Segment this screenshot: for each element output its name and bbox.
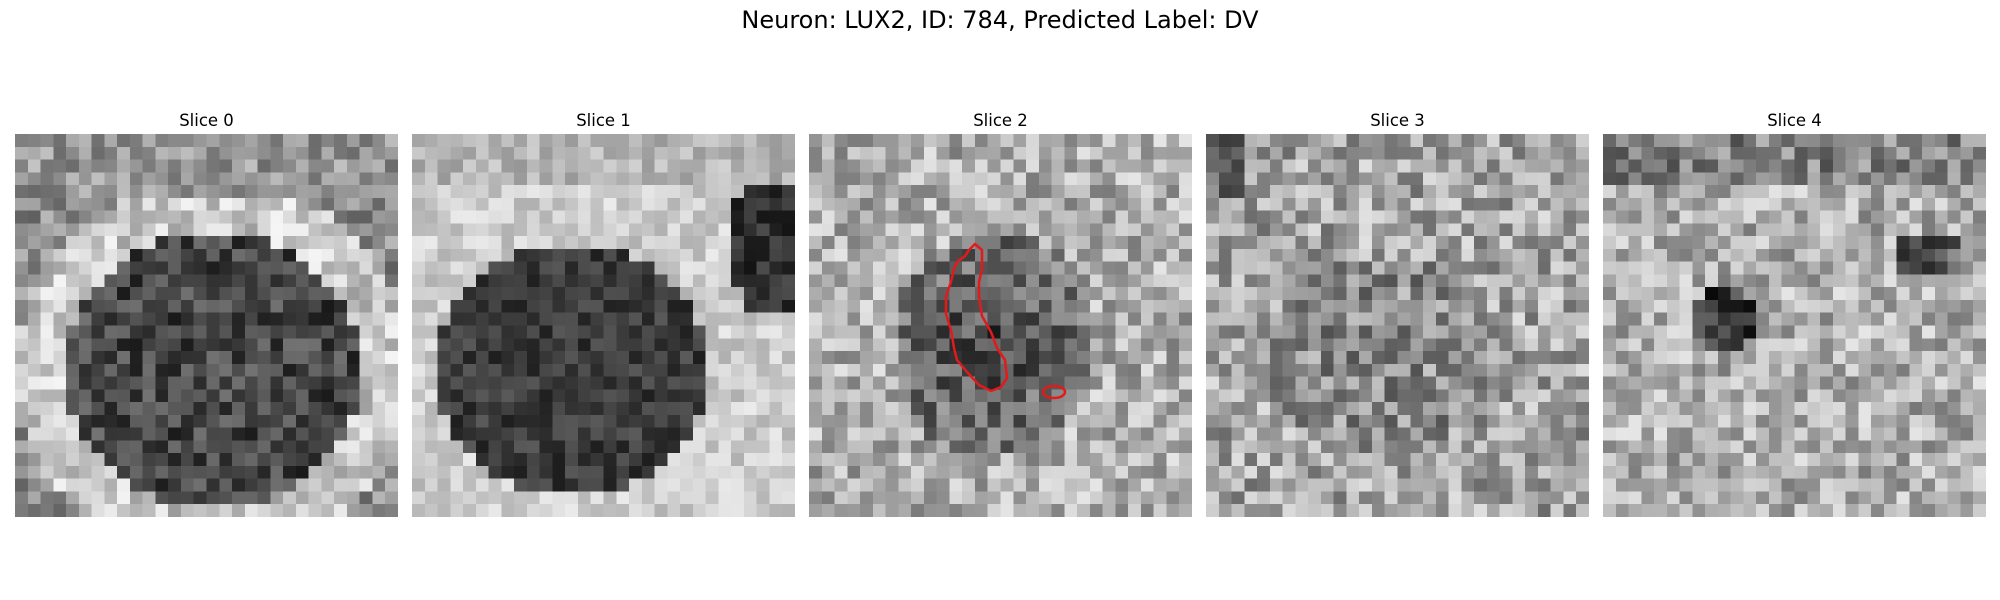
slice-panel-0: Slice 0: [15, 109, 398, 517]
segmentation-contour: [944, 242, 1009, 393]
slice-panel-2: Slice 2: [809, 109, 1192, 517]
slice-image: [1603, 134, 1986, 517]
slice-panel-3: Slice 3: [1206, 109, 1589, 517]
slice-title: Slice 1: [576, 111, 631, 130]
slice-image: [809, 134, 1192, 517]
slice-title: Slice 2: [973, 111, 1028, 130]
slice-title: Slice 0: [179, 111, 234, 130]
slice-image: [15, 134, 398, 517]
slice-panel-1: Slice 1: [412, 109, 795, 517]
slice-image: [412, 134, 795, 517]
segmentation-contour-overlay: [944, 242, 1067, 400]
slice-title: Slice 4: [1767, 111, 1822, 130]
slice-title: Slice 3: [1370, 111, 1425, 130]
slice-image: [1206, 134, 1589, 517]
segmentation-contour: [1041, 384, 1067, 400]
figure-title: Neuron: LUX2, ID: 784, Predicted Label: …: [741, 6, 1259, 34]
slice-panel-4: Slice 4: [1603, 109, 1986, 517]
